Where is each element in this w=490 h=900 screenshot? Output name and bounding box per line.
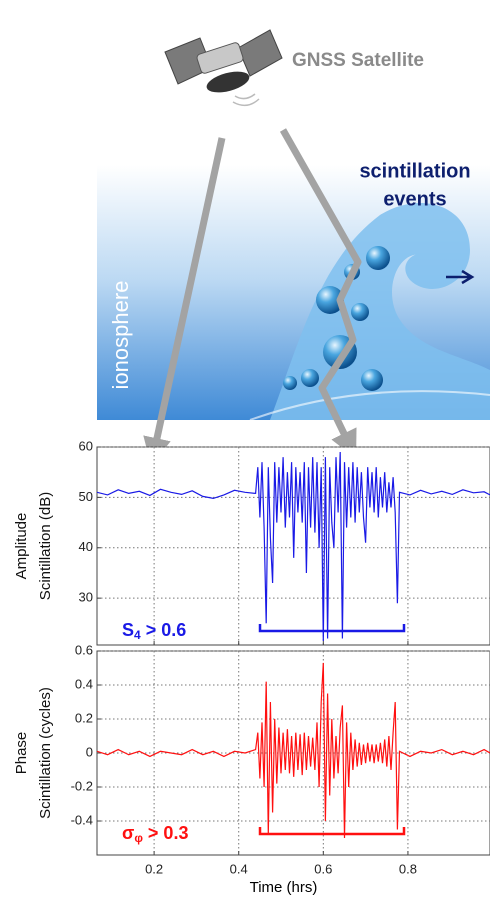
y-tick-label: 60 <box>79 438 93 453</box>
y-axis-label: Phase <box>13 732 30 775</box>
y-tick-label: 30 <box>79 590 93 605</box>
x-tick-label: 0.2 <box>145 861 163 876</box>
annotation: S4 > 0.6 <box>122 620 186 642</box>
x-axis-label: Time (hrs) <box>250 879 318 896</box>
chart: 30 40 50 60 Amplitude Scintillation (dB) S4 > … <box>13 438 490 646</box>
annotation-part: 4 <box>134 628 141 642</box>
y-tick-label: -0.2 <box>71 778 93 793</box>
event-bracket <box>258 827 406 836</box>
y-tick-label: 40 <box>79 539 93 554</box>
signal-path <box>143 137 226 466</box>
wave <box>270 202 490 420</box>
y-tick-label: 50 <box>79 489 93 504</box>
chart: 0.2 0.4 0.6 0.8 -0.4 -0.2 0 0.2 0.4 0.6 Phase Scint… <box>13 642 490 896</box>
x-tick-label: 0.6 <box>314 861 332 876</box>
signal-path <box>279 128 362 459</box>
annotation-part: S <box>122 620 134 640</box>
annotation-part: σ <box>122 823 134 843</box>
annotation-part: > 0.6 <box>141 620 187 640</box>
annotation-part: > 0.3 <box>143 823 189 843</box>
x-tick-label: 0.4 <box>230 861 248 876</box>
satellite-label: GNSS Satellite <box>292 50 424 71</box>
annotation: σφ > 0.3 <box>122 823 188 845</box>
event-label: scintillation <box>359 160 470 182</box>
data-line <box>97 451 490 642</box>
annotation-part: φ <box>134 831 143 845</box>
y-axis-label: Scintillation (cycles) <box>37 687 54 819</box>
y-tick-label: 0.4 <box>75 676 93 691</box>
ionosphere-label: ionosphere <box>108 281 133 390</box>
drift-arrow <box>446 269 475 285</box>
y-tick-label: 0.2 <box>75 710 93 725</box>
y-axis-label: Amplitude <box>13 513 30 580</box>
y-tick-label: 0.6 <box>75 642 93 657</box>
x-tick-label: 0.8 <box>399 861 417 876</box>
event-label: events <box>383 188 446 210</box>
data-line <box>97 662 490 839</box>
y-tick-label: -0.4 <box>71 812 93 827</box>
wave-line <box>249 390 490 421</box>
satellite <box>164 29 283 107</box>
y-axis-label: Scintillation (dB) <box>37 492 54 600</box>
event-bracket <box>258 624 406 633</box>
y-tick-label: 0 <box>86 744 93 759</box>
